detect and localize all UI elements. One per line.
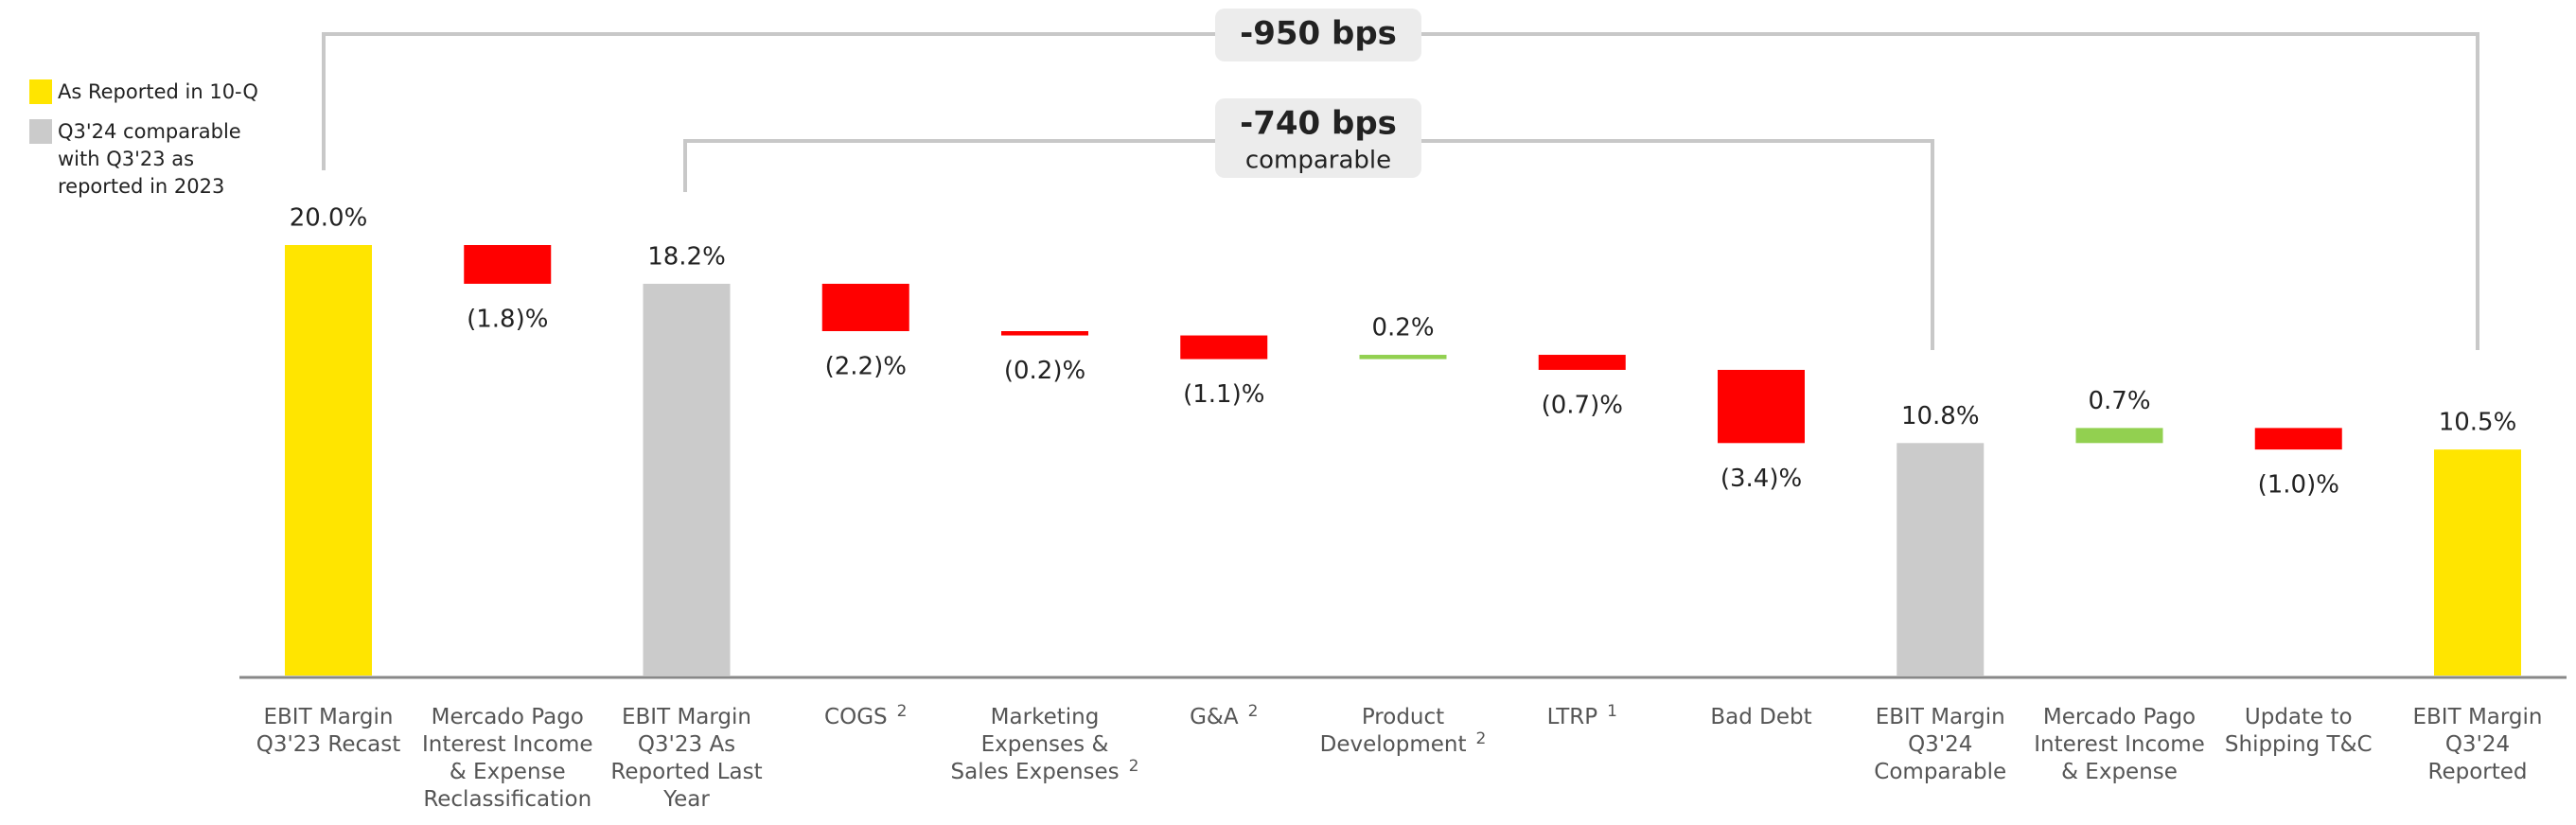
bar: [1359, 355, 1447, 360]
x-tick-label: Product Development 2: [1309, 704, 1498, 759]
x-tick-label: Bad Debt: [1667, 704, 1856, 731]
value-label: 18.2%: [647, 242, 726, 271]
bar: [2075, 428, 2163, 444]
category: EBIT Margin Q3'23 Recast: [256, 705, 401, 757]
category: Mercado Pago Interest Income & Expense R…: [421, 705, 593, 812]
legend-swatch: [29, 119, 52, 144]
value-label: (2.2)%: [825, 353, 907, 381]
legend-label: As Reported in 10-Q: [58, 80, 258, 103]
value-label: (0.2)%: [1004, 357, 1085, 385]
footnote: 2: [896, 702, 908, 721]
bar: [2254, 428, 2342, 450]
value-label: 20.0%: [290, 204, 368, 233]
value-label: 10.8%: [1901, 402, 1980, 430]
category: Update to Shipping T&C: [2224, 705, 2373, 757]
category: LTRP: [1546, 705, 1598, 729]
value-label: 10.5%: [2439, 409, 2517, 437]
x-tick-label: EBIT Margin Q3'23 Recast: [234, 704, 423, 759]
footnote: 2: [1475, 729, 1487, 748]
legend-label: Q3'24 comparable with Q3'23 as reported …: [58, 120, 241, 198]
category: Marketing Expenses & Sales Expenses: [950, 705, 1120, 784]
value-label: (1.1)%: [1183, 380, 1264, 409]
legend-swatch: [29, 79, 52, 104]
bar: [1538, 355, 1626, 370]
bar: [285, 245, 372, 676]
x-tick-label: Mercado Pago Interest Income & Expense: [2025, 704, 2214, 786]
value-label: (1.8)%: [467, 305, 548, 333]
value-label: 0.2%: [1371, 314, 1434, 342]
value-label: (1.0)%: [2258, 471, 2339, 500]
annotation-box: [1215, 98, 1421, 178]
bar: [643, 283, 731, 676]
value-label: (3.4)%: [1720, 465, 1802, 493]
category: COGS: [824, 705, 888, 729]
category: Bad Debt: [1710, 705, 1812, 729]
annotation: -950 bps: [1240, 15, 1397, 53]
category: EBIT Margin Q3'23 As Reported Last Year: [610, 705, 763, 812]
category: Product Development: [1319, 705, 1467, 757]
x-tick-label: LTRP 1: [1488, 704, 1677, 731]
bar: [821, 283, 909, 331]
x-tick-label: Marketing Expenses & Sales Expenses 2: [950, 704, 1139, 786]
bar: [2434, 449, 2521, 676]
x-tick-label: Mercado Pago Interest Income & Expense R…: [413, 704, 602, 814]
bar: [1718, 369, 1805, 444]
x-tick-label: G&A 2: [1129, 704, 1318, 731]
x-tick-label: Update to Shipping T&C: [2204, 704, 2393, 759]
category: EBIT Margin Q3'24 Comparable: [1874, 705, 2007, 784]
category: G&A: [1190, 705, 1239, 729]
bar: [1001, 331, 1088, 336]
category: Mercado Pago Interest Income & Expense: [2034, 705, 2205, 784]
category: EBIT Margin Q3'24 Reported: [2412, 705, 2543, 784]
footnote: 1: [1607, 702, 1617, 721]
bar: [1897, 443, 1985, 676]
annotation-subtext: comparable: [1245, 147, 1391, 175]
value-label: (0.7)%: [1542, 391, 1623, 419]
bar: [464, 245, 552, 284]
x-tick-label: EBIT Margin Q3'24 Comparable: [1845, 704, 2035, 786]
x-tick-label: EBIT Margin Q3'23 As Reported Last Year: [592, 704, 782, 814]
value-label: 0.7%: [2088, 387, 2150, 415]
annotation-box: [1215, 9, 1421, 61]
x-tick-label: EBIT Margin Q3'24 Reported: [2383, 704, 2572, 786]
bar: [1180, 335, 1268, 360]
footnote: 2: [1128, 757, 1139, 776]
footnote: 2: [1247, 702, 1259, 721]
annotation: -740 bps: [1240, 105, 1397, 143]
x-tick-label: COGS 2: [771, 704, 961, 731]
